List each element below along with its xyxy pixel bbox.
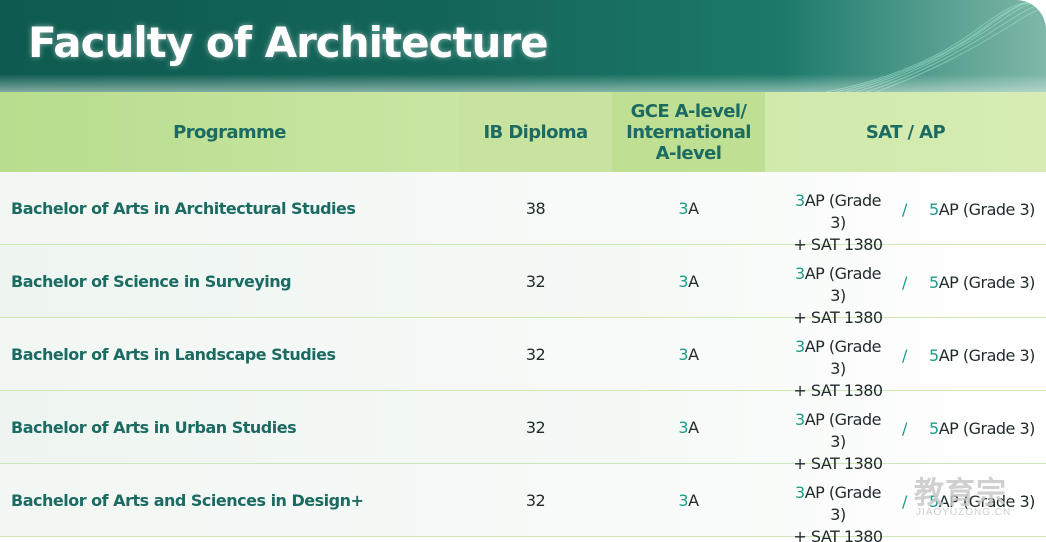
sat-option-2: 5AP (Grade 3) [929,200,1035,219]
admission-table: Programme IB Diploma GCE A-level/ Intern… [0,92,1046,542]
column-header-sat: SAT / AP [865,121,946,143]
page-title: Faculty of Architecture [28,18,549,67]
table-row: Bachelor of Arts and Sciences in Design+… [0,464,1046,542]
column-header-gce-line2: International [626,121,751,143]
sat-option-1: 3AP (Grade 3) + SAT 1380 [793,483,883,542]
programme-name: Bachelor of Arts and Sciences in Design+ [11,490,364,510]
sat-ap-requirement: 3AP (Grade 3) + SAT 1380 / 5AP (Grade 3) [765,391,1046,473]
column-header-programme: Programme [173,121,286,143]
programme-name: Bachelor of Arts in Urban Studies [11,417,297,437]
option-separator: / [902,346,907,365]
option-separator: / [902,492,907,511]
wave-decoration-icon [826,1,1046,92]
ib-score: 32 [525,271,546,291]
header-banner: Faculty of Architecture [0,0,1046,92]
column-header-gce: GCE A-level/ International A-level [612,92,765,172]
sat-option-2: 5AP (Grade 3) [929,273,1035,292]
programme-name: Bachelor of Arts in Landscape Studies [11,344,336,364]
sat-option-1: 3AP (Grade 3) + SAT 1380 [793,410,883,473]
watermark-url: JIAOYUZONG.CN [916,507,1012,518]
table-header: Programme IB Diploma GCE A-level/ Intern… [0,92,1046,172]
sat-option-2: 5AP (Grade 3) [929,492,1035,511]
sat-ap-requirement: 3AP (Grade 3) + SAT 1380 / 5AP (Grade 3) [765,245,1046,327]
sat-option-1: 3AP (Grade 3) + SAT 1380 [793,264,883,327]
programme-name: Bachelor of Science in Surveying [11,271,292,291]
table-body: Bachelor of Arts in Architectural Studie… [0,172,1046,542]
sat-option-2: 5AP (Grade 3) [929,346,1035,365]
table-row: Bachelor of Arts in Landscape Studies 32… [0,318,1046,400]
option-separator: / [902,200,907,219]
watermark-logo: 教育宗 [914,477,1007,510]
sat-option-2: 5AP (Grade 3) [929,419,1035,438]
ib-score: 32 [525,344,546,364]
ib-score: 38 [525,198,546,218]
sat-option-1: 3AP (Grade 3) + SAT 1380 [793,337,883,400]
option-separator: / [902,419,907,438]
sat-ap-requirement: 3AP (Grade 3) + SAT 1380 / 5AP (Grade 3) [765,464,1046,542]
column-header-ib: IB Diploma [459,92,612,172]
ib-score: 32 [525,417,546,437]
option-separator: / [902,273,907,292]
table-row: Bachelor of Arts in Architectural Studie… [0,172,1046,254]
sat-ap-requirement: 3AP (Grade 3) + SAT 1380 / 5AP (Grade 3) [765,318,1046,400]
ib-score: 32 [525,490,546,510]
programme-name: Bachelor of Arts in Architectural Studie… [11,198,356,218]
column-header-gce-line1: GCE A-level/ [630,100,747,122]
sat-ap-requirement: 3AP (Grade 3) + SAT 1380 / 5AP (Grade 3) [765,172,1046,254]
column-header-gce-line3: A-level [655,142,722,164]
sat-option-1: 3AP (Grade 3) + SAT 1380 [793,191,883,254]
